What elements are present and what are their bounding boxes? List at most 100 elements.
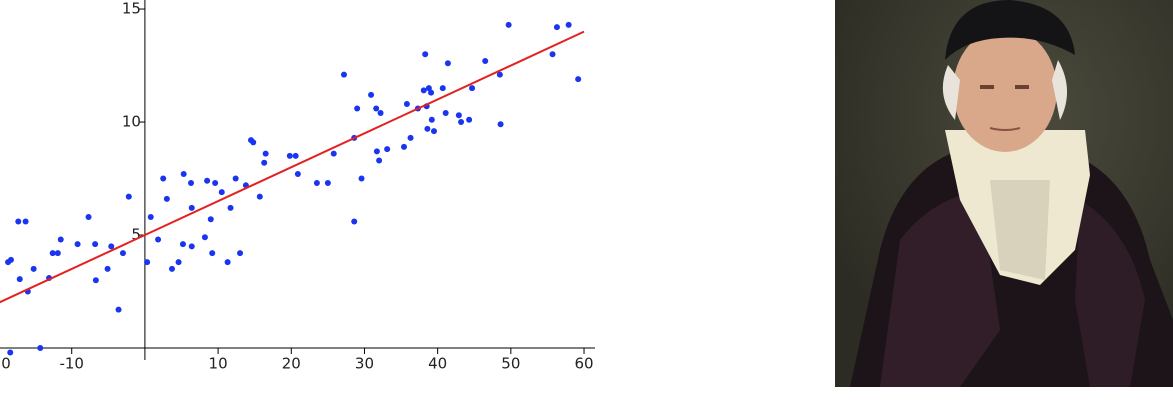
point	[553, 24, 560, 31]
point	[37, 345, 44, 352]
point	[119, 250, 126, 257]
point	[469, 85, 476, 92]
point	[155, 236, 162, 243]
portrait	[835, 0, 1173, 387]
x-tick-label: 30	[355, 355, 374, 373]
point	[262, 150, 269, 157]
point	[179, 241, 186, 248]
point	[400, 143, 407, 150]
point	[30, 265, 37, 272]
point	[207, 216, 214, 223]
point	[422, 51, 429, 58]
x-tick-label: 20	[282, 355, 301, 373]
point	[482, 58, 489, 65]
y-tick-label: 5	[131, 226, 141, 244]
point	[424, 125, 431, 132]
y-tick-label: 15	[122, 0, 141, 18]
point	[57, 236, 64, 243]
point	[250, 139, 257, 146]
chart: -20 -10 10 20 30 40 50 60 5 10 15	[0, 0, 595, 373]
y-tick-label: 10	[122, 113, 141, 131]
point	[7, 349, 14, 356]
point	[444, 60, 451, 67]
x-tick-label: 10	[209, 355, 228, 373]
point	[188, 243, 195, 250]
x-tick-label: 60	[574, 355, 593, 373]
point	[354, 105, 361, 112]
point	[351, 218, 358, 225]
point	[85, 213, 92, 220]
point	[294, 171, 301, 178]
point	[430, 128, 437, 135]
point	[565, 21, 572, 28]
point	[92, 277, 99, 284]
x-tick-label: -10	[59, 355, 84, 373]
point	[340, 71, 347, 78]
point	[115, 306, 122, 313]
point	[292, 152, 299, 159]
point	[92, 241, 99, 248]
point	[384, 146, 391, 153]
point	[420, 87, 427, 94]
point	[224, 259, 231, 266]
point	[373, 105, 380, 112]
point	[496, 71, 503, 78]
point	[373, 148, 380, 155]
point	[54, 250, 61, 257]
point	[330, 150, 337, 157]
point	[575, 76, 582, 83]
point	[466, 116, 473, 123]
point	[227, 204, 234, 211]
point	[442, 109, 449, 116]
point	[505, 21, 512, 28]
point	[104, 265, 111, 272]
point	[428, 116, 435, 123]
point	[261, 159, 268, 166]
point	[455, 112, 462, 119]
fit-line	[0, 30, 585, 304]
point	[7, 256, 14, 263]
point	[175, 259, 182, 266]
point	[377, 109, 384, 116]
point	[237, 250, 244, 257]
point	[439, 85, 446, 92]
point	[163, 195, 170, 202]
point	[188, 180, 195, 187]
point	[188, 204, 195, 211]
x-tick-label: 50	[501, 355, 520, 373]
point	[201, 234, 208, 241]
point	[313, 180, 320, 187]
point	[286, 152, 293, 159]
point	[376, 157, 383, 164]
point	[256, 193, 263, 200]
point	[160, 175, 167, 182]
point	[407, 134, 414, 141]
point	[324, 180, 331, 187]
point	[425, 85, 432, 92]
point	[147, 213, 154, 220]
x-tick-label: 40	[428, 355, 447, 373]
point	[232, 175, 239, 182]
point	[218, 189, 225, 196]
point	[403, 100, 410, 107]
point	[497, 121, 504, 128]
point	[458, 119, 465, 126]
point	[49, 250, 56, 257]
plot-area	[0, 21, 585, 356]
point	[15, 218, 22, 225]
point	[180, 171, 187, 178]
point	[144, 259, 151, 266]
point	[549, 51, 556, 58]
point	[209, 250, 216, 257]
point	[108, 243, 115, 250]
point	[125, 193, 132, 200]
point	[428, 89, 435, 96]
point	[16, 276, 23, 283]
point	[204, 177, 211, 184]
point	[368, 91, 375, 98]
point	[212, 180, 219, 187]
point	[22, 218, 29, 225]
point	[358, 175, 365, 182]
